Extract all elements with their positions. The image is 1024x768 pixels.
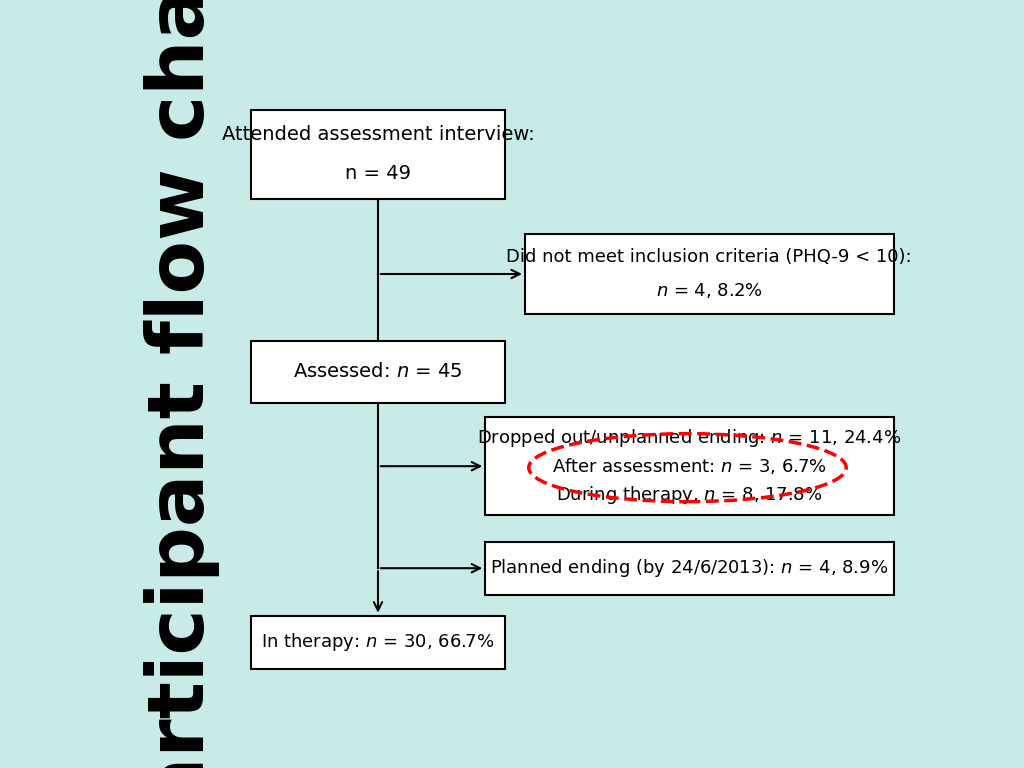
Text: Did not meet inclusion criteria (PHQ-9 < 10):: Did not meet inclusion criteria (PHQ-9 <… — [507, 248, 912, 266]
Text: After assessment: $n$ = 3, 6.7%: After assessment: $n$ = 3, 6.7% — [552, 456, 826, 476]
FancyBboxPatch shape — [251, 340, 505, 402]
Text: Attended assessment interview:: Attended assessment interview: — [221, 125, 535, 144]
FancyBboxPatch shape — [524, 234, 894, 314]
Text: In therapy: $n$ = 30, 66.7%: In therapy: $n$ = 30, 66.7% — [261, 631, 495, 653]
FancyBboxPatch shape — [485, 541, 894, 595]
Text: n = 49: n = 49 — [345, 164, 411, 184]
Text: Planned ending (by 24/6/2013): $n$ = 4, 8.9%: Planned ending (by 24/6/2013): $n$ = 4, … — [490, 558, 889, 579]
FancyBboxPatch shape — [485, 418, 894, 515]
Text: $n$ = 4, 8.2%: $n$ = 4, 8.2% — [656, 281, 763, 300]
FancyBboxPatch shape — [251, 110, 505, 199]
Text: Assessed: $n$ = 45: Assessed: $n$ = 45 — [293, 362, 463, 381]
Text: Participant flow chart: Participant flow chart — [144, 0, 220, 768]
FancyBboxPatch shape — [251, 615, 505, 669]
Text: During therapy, $n$ = 8, 17.8%: During therapy, $n$ = 8, 17.8% — [556, 484, 822, 505]
Text: Dropped out/unplanned ending: $n$ = 11, 24.4%: Dropped out/unplanned ending: $n$ = 11, … — [477, 427, 901, 449]
